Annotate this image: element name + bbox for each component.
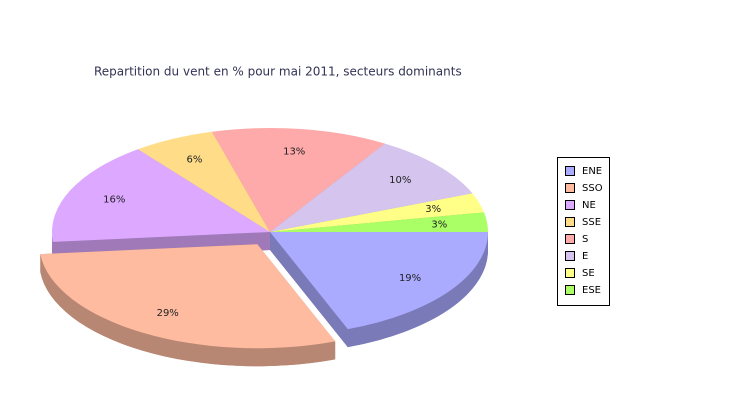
legend-label: E (582, 251, 588, 262)
legend-label: SE (582, 268, 595, 279)
data-label: 6% (187, 154, 203, 165)
slice (211, 128, 385, 232)
slice (270, 193, 485, 232)
legend-swatch (565, 285, 575, 295)
data-label: 3% (425, 204, 441, 215)
slice (137, 131, 270, 232)
chart-title: Repartition du vent en % pour mai 2011, … (94, 65, 462, 79)
slice-wall (270, 232, 348, 348)
legend-label: SSO (582, 183, 603, 194)
legend-label: SSE (582, 217, 601, 228)
legend-swatch (565, 217, 575, 227)
legend-swatch (565, 268, 575, 278)
legend-swatch (565, 251, 575, 261)
legend-label: ESE (582, 285, 601, 296)
slice (270, 232, 488, 330)
legend-label: NE (582, 200, 596, 211)
legend-box (557, 157, 610, 306)
slice-side (347, 232, 488, 348)
data-label: 29% (157, 308, 179, 319)
slice-side (52, 232, 53, 260)
slice (40, 244, 336, 349)
data-label: 3% (431, 219, 447, 230)
legend-swatch (565, 234, 575, 244)
slice-side (40, 254, 336, 367)
legend-swatch (565, 183, 575, 193)
data-label: 16% (103, 194, 125, 205)
data-label: 10% (389, 175, 411, 186)
data-label: 19% (399, 273, 421, 284)
data-label: 13% (283, 147, 305, 158)
slice (52, 149, 270, 242)
legend-label: S (582, 234, 588, 245)
legend-swatch (565, 166, 575, 176)
slice (270, 212, 488, 232)
legend-swatch (565, 200, 575, 210)
slice (270, 143, 473, 232)
legend-label: ENE (582, 166, 602, 177)
